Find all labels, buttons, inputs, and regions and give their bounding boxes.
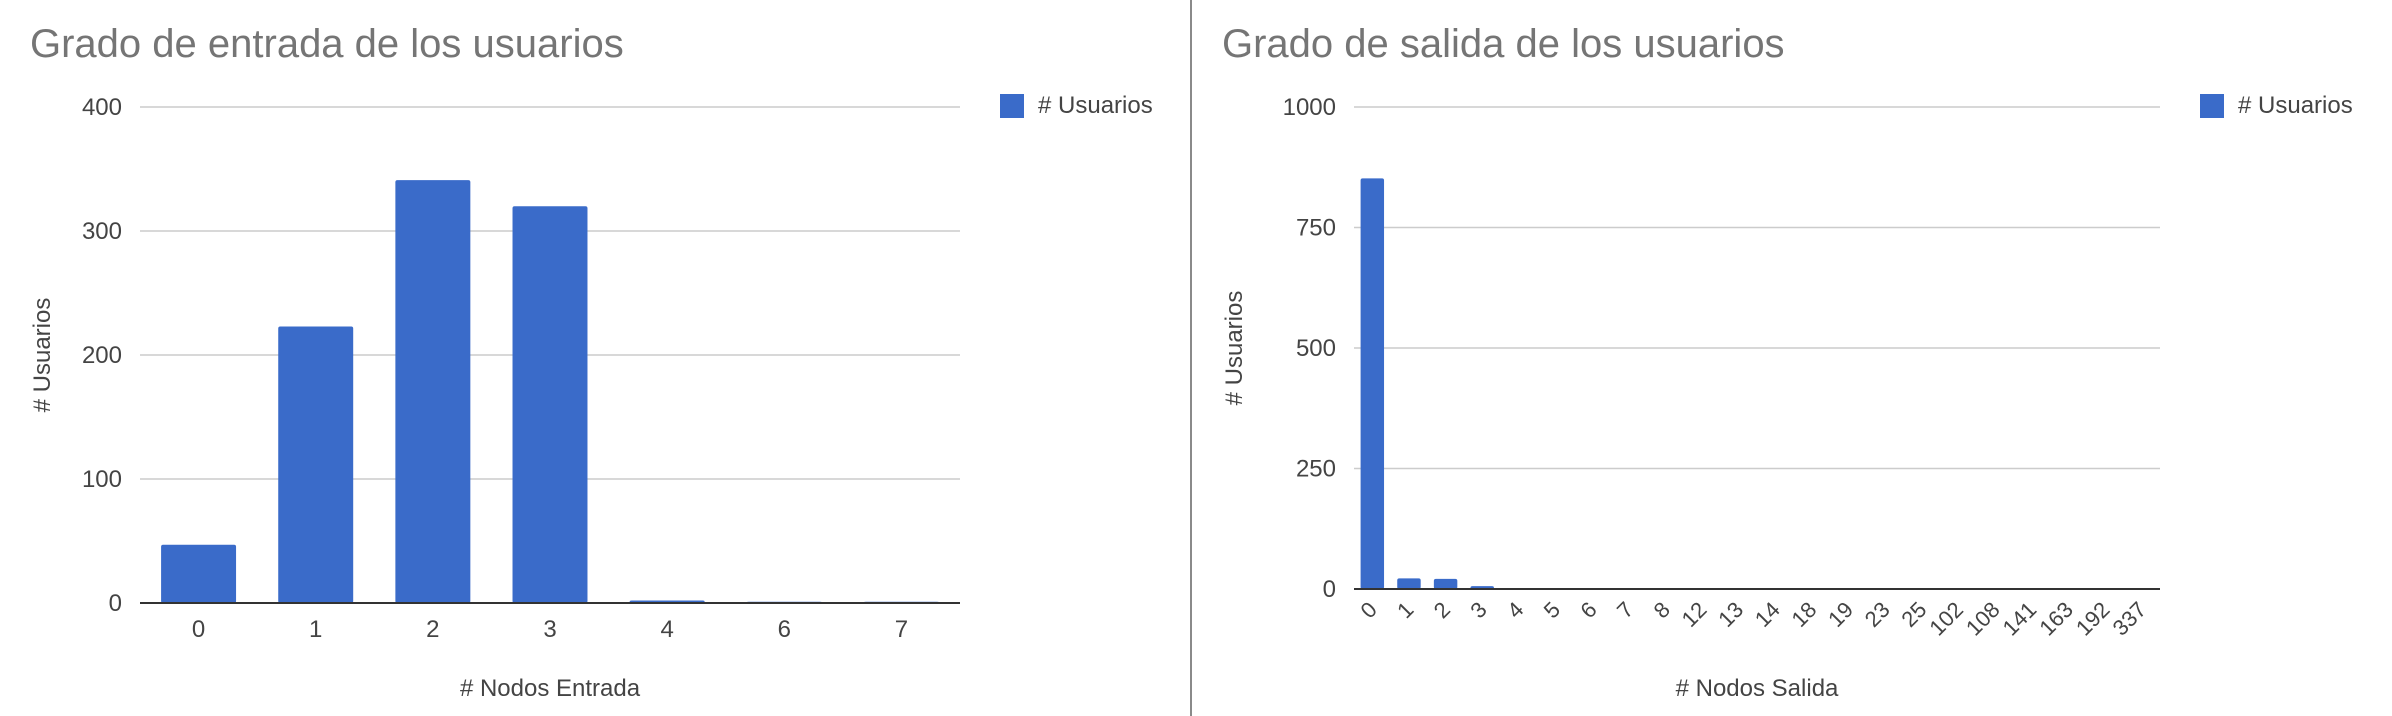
x-tick-label: 0	[1356, 597, 1382, 623]
x-tick-label: 7	[895, 616, 908, 643]
y-tick-label: 500	[1296, 335, 1336, 362]
x-tick-label: 2	[1429, 597, 1455, 623]
bar-chart-entrada: 0 100 200 300 400 0 1 2 3 4 6 7 # Nodos Entrada # Usu…	[29, 94, 960, 702]
x-tick-label: 13	[1713, 597, 1748, 632]
x-tick-label: 0	[192, 616, 205, 643]
x-tick-label: 3	[1465, 597, 1491, 623]
y-axis-title: # Usuarios	[1221, 291, 1248, 406]
bar	[1397, 578, 1421, 589]
x-axis-title: # Nodos Salida	[1676, 675, 1839, 702]
x-tick-label: 18	[1786, 597, 1821, 632]
x-tick-label: 5	[1539, 597, 1565, 623]
y-axis-title: # Usuarios	[29, 298, 56, 413]
chart-title: Grado de salida de los usuarios	[1222, 22, 1785, 66]
x-tick-label: 163	[2034, 597, 2078, 641]
y-tick-label: 200	[82, 342, 122, 369]
x-tick-label: 14	[1750, 597, 1785, 632]
x-tick-label: 6	[778, 616, 791, 643]
bar	[1433, 578, 1458, 589]
y-tick-label: 1000	[1283, 94, 1336, 121]
bar	[161, 544, 237, 603]
x-tick-label: 141	[1998, 597, 2042, 641]
chart-panel-entrada: Grado de entrada de los usuarios # Usuar…	[0, 0, 1190, 716]
x-tick-label: 108	[1961, 597, 2005, 641]
x-axis-title: # Nodos Entrada	[460, 675, 641, 702]
legend-label: # Usuarios	[1038, 92, 1153, 119]
chart-title: Grado de entrada de los usuarios	[30, 22, 624, 66]
x-tick-label: 102	[1924, 597, 1968, 641]
x-tick-label: 337	[2108, 597, 2152, 641]
x-tick-label: 192	[2071, 597, 2115, 641]
x-tick-label: 25	[1896, 597, 1931, 632]
bar	[512, 206, 588, 603]
x-tick-label: 23	[1860, 597, 1895, 632]
x-tick-label: 2	[426, 616, 439, 643]
y-tick-label: 100	[82, 466, 122, 493]
x-tick-label: 4	[660, 616, 673, 643]
x-tick-label: 19	[1823, 597, 1858, 632]
x-tick-label: 1	[309, 616, 322, 643]
legend-swatch	[2200, 94, 2224, 118]
x-tick-label: 8	[1649, 597, 1675, 623]
x-tick-label: 12	[1677, 597, 1712, 632]
x-tick-label: 3	[543, 616, 556, 643]
bar	[1360, 178, 1385, 589]
y-tick-label: 400	[82, 94, 122, 121]
bar	[395, 180, 471, 603]
chart-legend: # Usuarios	[2200, 92, 2353, 120]
panel-divider	[1190, 0, 1192, 716]
y-tick-label: 750	[1296, 215, 1336, 242]
chart-legend: # Usuarios	[1000, 92, 1153, 120]
y-tick-label: 250	[1296, 456, 1336, 483]
x-tick-label: 4	[1502, 597, 1528, 623]
x-tick-label: 1	[1392, 597, 1418, 623]
y-tick-label: 300	[82, 218, 122, 245]
bar	[278, 326, 354, 603]
y-tick-label: 0	[1323, 576, 1336, 603]
legend-label: # Usuarios	[2238, 92, 2353, 119]
x-tick-label: 7	[1612, 597, 1638, 623]
y-tick-label: 0	[109, 590, 122, 617]
x-tick-label: 6	[1575, 597, 1601, 623]
legend-swatch	[1000, 94, 1024, 118]
chart-panel-salida: Grado de salida de los usuarios # Usuari…	[1192, 0, 2392, 716]
